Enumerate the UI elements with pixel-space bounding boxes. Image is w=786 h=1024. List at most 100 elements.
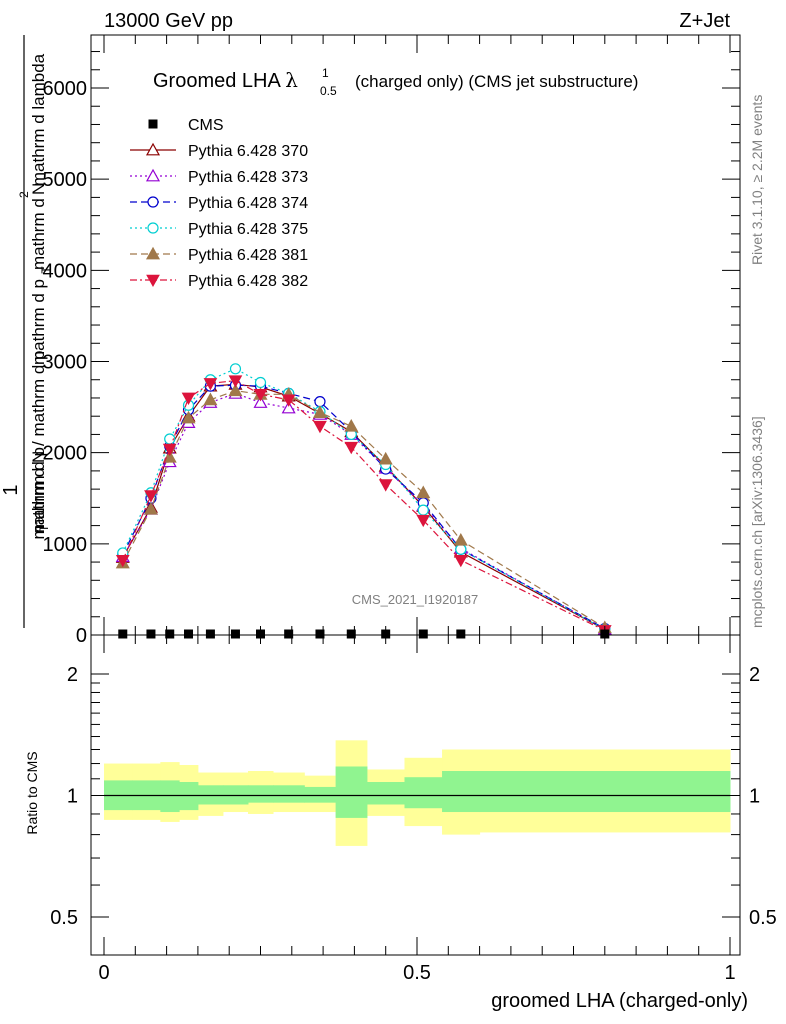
legend-marker xyxy=(147,222,159,234)
series-point xyxy=(229,363,242,375)
uncertainty-band-stat xyxy=(273,785,305,803)
ylabel-denom-end: mathrm d p xyxy=(29,279,48,365)
series-point xyxy=(254,376,267,389)
legend-marker xyxy=(146,274,160,288)
x-axis-label: groomed LHA (charged-only) xyxy=(491,990,748,1012)
ylabel-numer2: mathrm d p xyxy=(29,447,48,533)
ratio-y-label: Ratio to CMS xyxy=(24,751,40,834)
legend-label: Pythia 6.428 370 xyxy=(188,143,308,160)
data-point xyxy=(205,629,215,639)
series-point xyxy=(453,532,468,546)
svg-text:mathrm d p: mathrm d p xyxy=(29,447,48,533)
svg-text:mathrm d p: mathrm d p xyxy=(29,279,48,365)
y-tick-label: 4000 xyxy=(43,260,88,282)
ylabel-numer2-end: mathrm d lambda xyxy=(29,53,48,186)
data-point xyxy=(230,629,240,639)
legend-entry: Pythia 6.428 374 xyxy=(130,195,308,212)
data-point xyxy=(284,629,294,639)
legend-label: Pythia 6.428 375 xyxy=(188,221,308,238)
title-suffix: (charged only) (CMS jet substructure) xyxy=(355,72,638,91)
x-tick-label: 0.5 xyxy=(403,962,431,984)
ratio-tick-label: 1 xyxy=(67,786,78,808)
legend-entry: Pythia 6.428 370 xyxy=(130,142,308,160)
legend-label: Pythia 6.428 381 xyxy=(188,247,308,264)
series-point xyxy=(181,410,196,424)
data-point xyxy=(184,629,194,639)
series-5 xyxy=(115,375,612,638)
legend: CMS Pythia 6.428 370 Pythia 6.428 373 Pythi… xyxy=(130,117,308,290)
svg-text:T: T xyxy=(37,524,51,532)
series-point xyxy=(181,392,196,405)
ratio-tick-label-right: 0.5 xyxy=(749,907,777,929)
ylabel-numer1: mathrm d xyxy=(29,198,48,270)
ratio-tick-label: 0.5 xyxy=(50,907,78,929)
series-point xyxy=(253,395,268,408)
series-point xyxy=(253,389,268,402)
legend-marker xyxy=(145,168,161,182)
uncertainty-band-stat xyxy=(335,766,368,818)
ratio-tick-label-right: 1 xyxy=(749,786,760,808)
series-point xyxy=(115,554,130,568)
mcplots-label: mcplots.cern.ch [arXiv:1306.3436] xyxy=(749,416,765,628)
y-tick-label: 0 xyxy=(76,625,87,647)
y-tick-label: 3000 xyxy=(43,352,88,374)
ylabel-denom-sub: T xyxy=(37,524,51,532)
main-plot-layer xyxy=(115,363,612,639)
ratio-tick-label: 2 xyxy=(67,664,78,686)
rivet-version-label: Rivet 3.1.10, ≥ 2.2M events xyxy=(749,95,765,265)
main-axes: 0 1000 2000 3000 4000 5000 6000 xyxy=(43,35,740,647)
legend-marker xyxy=(148,119,158,129)
uncertainty-band-stat xyxy=(404,777,443,809)
ylabel-denom: mathrm d N / mathrm d p xyxy=(29,351,48,540)
legend-marker xyxy=(145,142,161,156)
svg-text:mathrm d: mathrm d xyxy=(29,198,48,270)
header-right: Z+Jet xyxy=(679,10,730,32)
series-point xyxy=(313,420,327,434)
uncertainty-band-stat xyxy=(197,785,224,805)
data-point xyxy=(165,629,175,639)
uncertainty-band-stat xyxy=(442,771,481,813)
legend-entry: Pythia 6.428 382 xyxy=(130,273,308,290)
data-point xyxy=(346,629,356,639)
ylabel-one: 1 xyxy=(0,484,22,495)
y-tick-label: 6000 xyxy=(43,78,88,100)
title-main: Groomed LHA xyxy=(153,70,281,92)
svg-text:Groomed LHA λ: Groomed LHA λ xyxy=(153,68,298,92)
svg-text:2: 2 xyxy=(17,191,31,198)
uncertainty-band-stat xyxy=(366,782,405,805)
series-point xyxy=(203,378,218,391)
legend-label: Pythia 6.428 382 xyxy=(188,273,308,290)
ylabel-numer1-end: N xyxy=(29,183,48,195)
legend-entry: Pythia 6.428 381 xyxy=(130,246,308,264)
legend-entry: CMS xyxy=(148,117,224,134)
plot-title: Groomed LHA λ 1 0.5 (charged only) (CMS … xyxy=(153,66,638,98)
uncertainty-band-stat xyxy=(304,786,337,803)
series-point xyxy=(281,400,296,414)
y-tick-label: 2000 xyxy=(43,443,88,465)
data-point xyxy=(315,629,325,639)
series-point xyxy=(416,514,431,528)
series-line xyxy=(122,368,606,631)
series-point xyxy=(344,441,359,455)
ratio-axes: 0 0.5 1 0.5 0.5 1 1 2 2 xyxy=(50,635,777,984)
x-tick-label: 0 xyxy=(98,962,109,984)
data-point xyxy=(456,629,466,639)
svg-text:mathrm d lambda: mathrm d lambda xyxy=(29,53,48,186)
legend-marker xyxy=(147,196,159,208)
series-point xyxy=(144,490,158,503)
x-tick-label: 1 xyxy=(724,962,735,984)
title-sub: 0.5 xyxy=(320,84,337,98)
uncertainty-band-stat xyxy=(160,780,180,813)
uncertainty-band-stat xyxy=(222,785,249,805)
data-point xyxy=(146,629,156,639)
series-point xyxy=(314,396,326,408)
series-point xyxy=(416,485,431,499)
legend-label: CMS xyxy=(188,117,224,134)
data-point xyxy=(418,629,428,639)
series-point xyxy=(281,394,296,407)
legend-label: Pythia 6.428 374 xyxy=(188,195,308,212)
series-point xyxy=(417,504,429,516)
svg-text:N: N xyxy=(29,183,48,195)
ratio-plot-layer xyxy=(104,740,731,846)
